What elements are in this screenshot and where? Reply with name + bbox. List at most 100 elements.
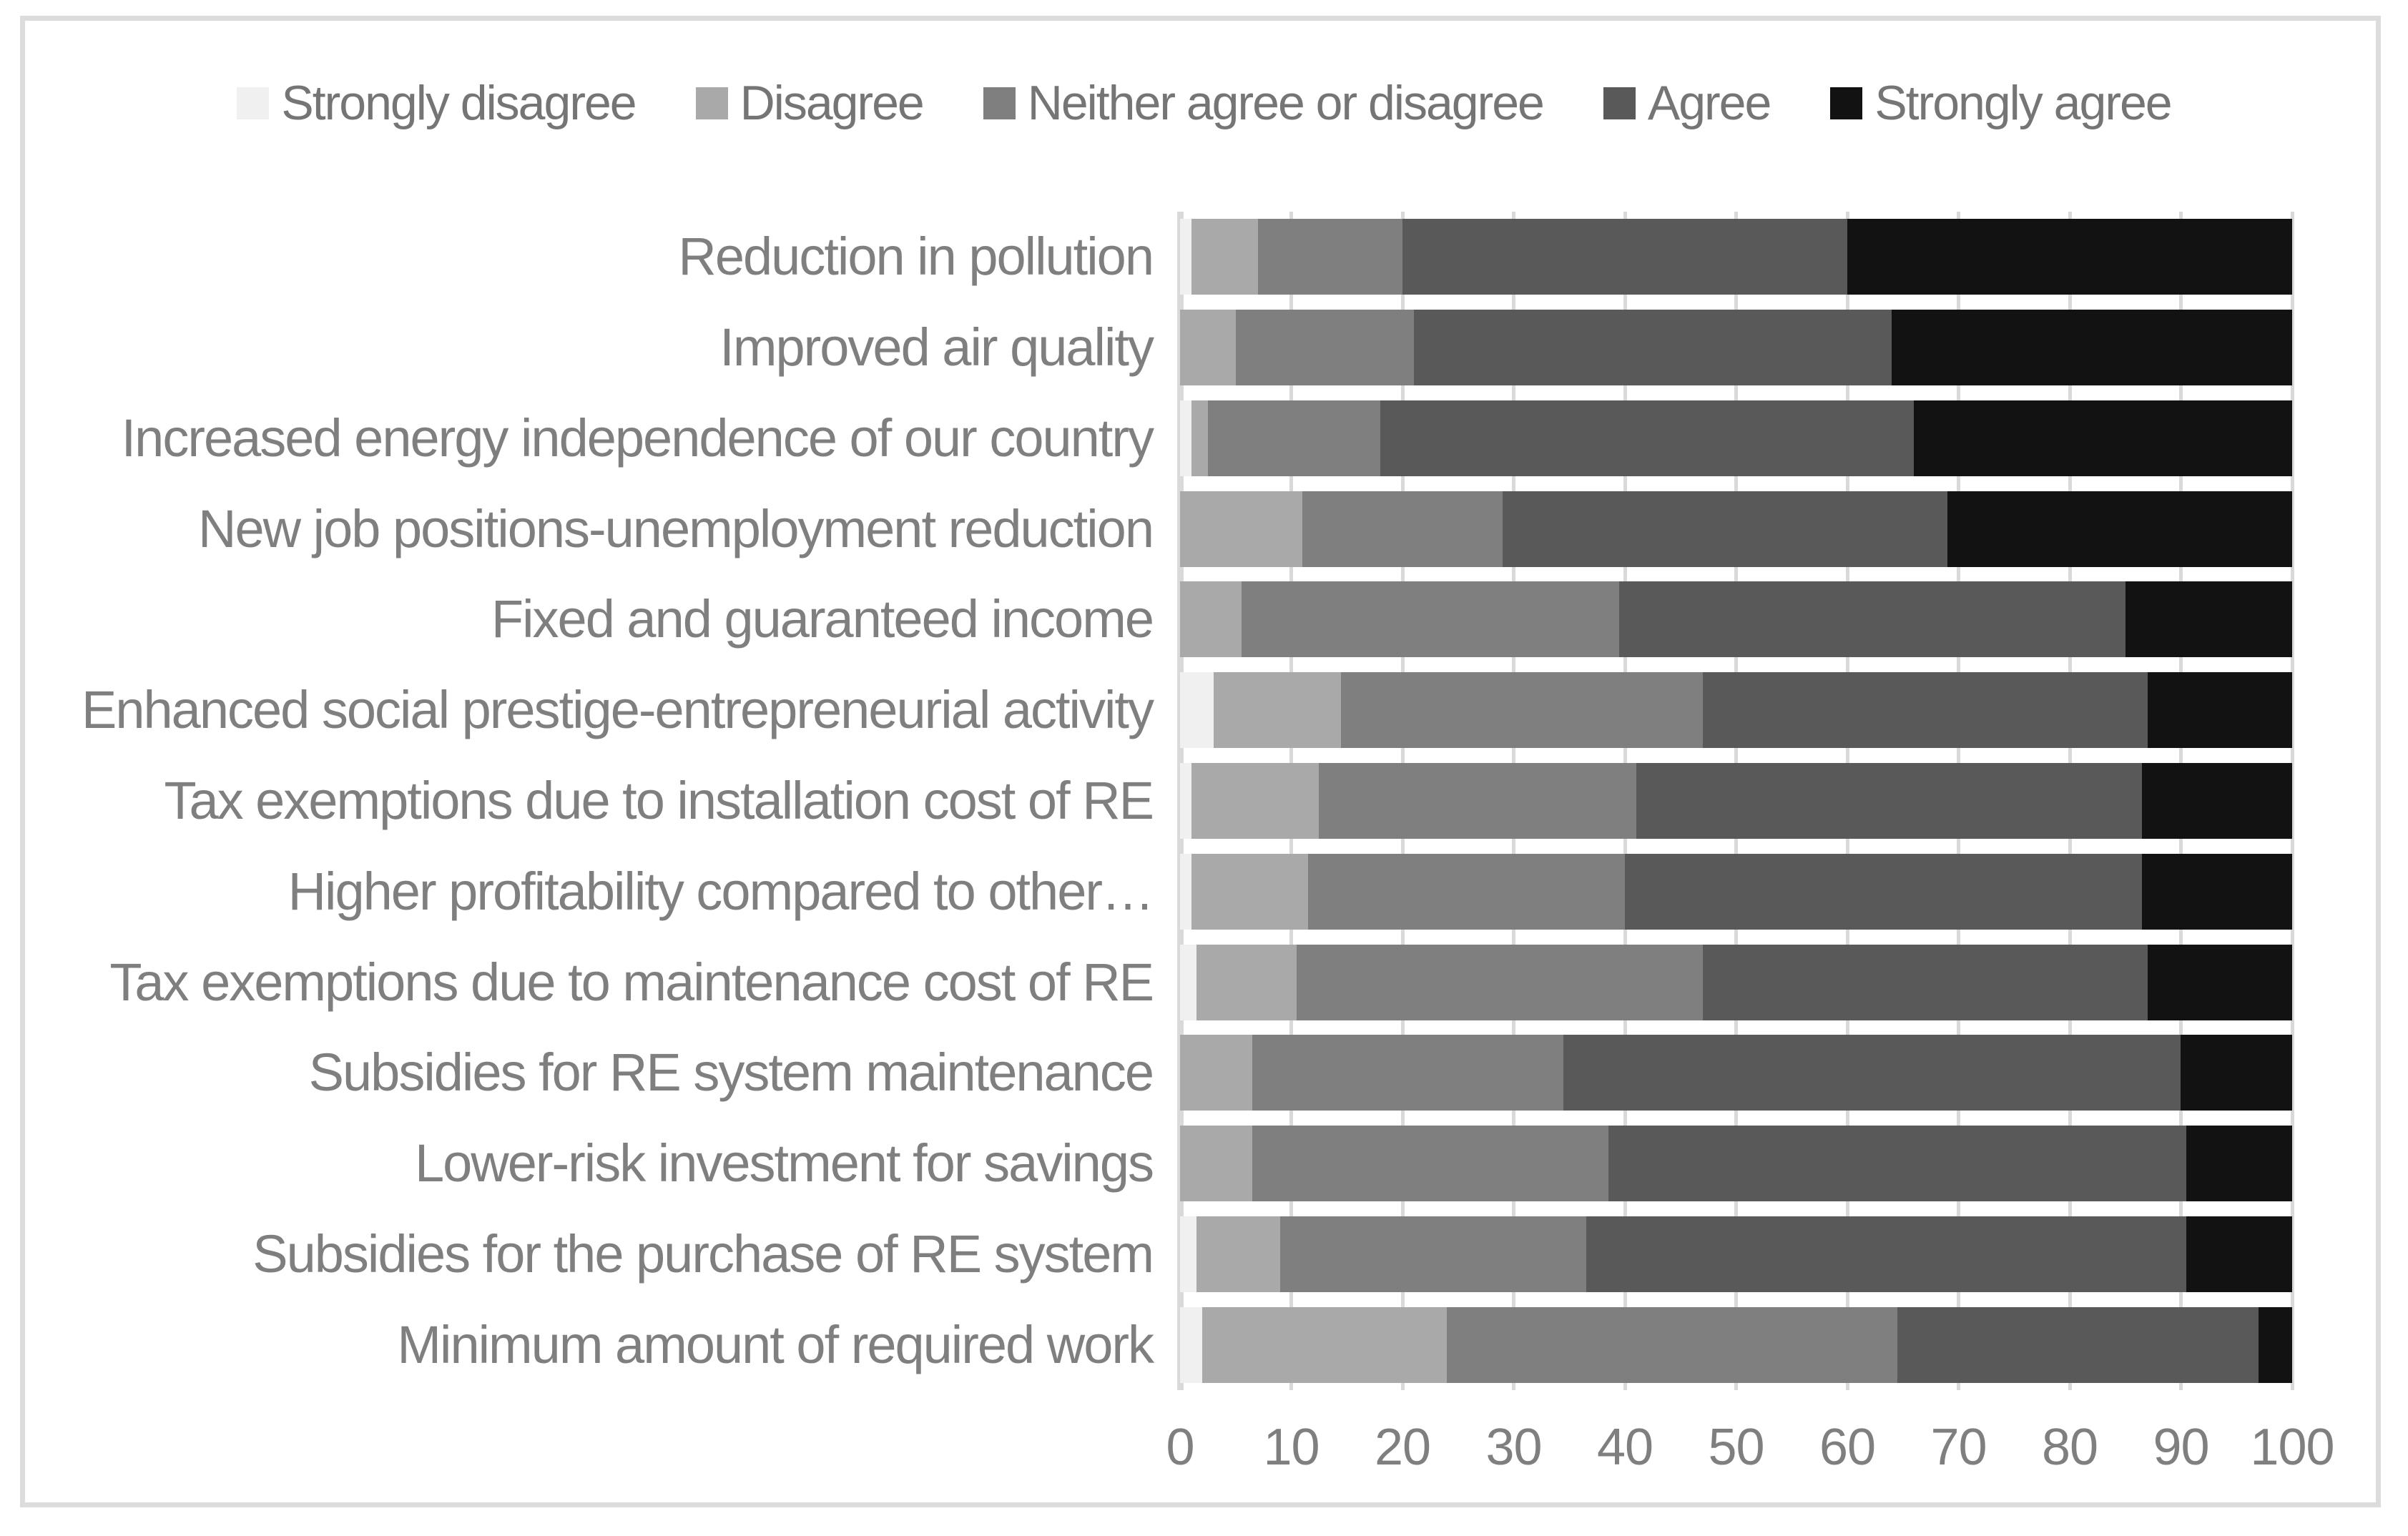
legend-item-4: Strongly agree <box>1830 75 2173 131</box>
bar-segment <box>1302 491 1503 567</box>
bar-segment <box>1702 672 2148 749</box>
category-label: Improved air quality <box>719 317 1154 378</box>
bar-segment <box>1447 1306 1897 1383</box>
legend-swatch-icon <box>237 87 270 119</box>
legend-item-1: Disagree <box>695 75 925 131</box>
bar-segment <box>1180 944 1197 1020</box>
category-label: Increased energy independence of our cou… <box>121 408 1154 468</box>
bar-segment <box>1563 1035 2181 1111</box>
category-label: Tax exemptions due to installation cost … <box>164 771 1154 830</box>
bar-row-8 <box>1180 944 2292 1020</box>
bar-segment <box>1196 1216 1280 1292</box>
x-tick-label-20: 20 <box>1374 1419 1431 1476</box>
bar-segment <box>1319 763 1636 839</box>
legend-label: Strongly disagree <box>281 76 637 130</box>
legend-swatch-icon <box>1830 87 1863 119</box>
x-tick-label-60: 60 <box>1819 1419 1876 1476</box>
bar-row-5 <box>1180 672 2292 749</box>
category-label: Minimum amount of required work <box>397 1314 1154 1374</box>
x-tick-label-40: 40 <box>1596 1419 1653 1476</box>
bar-segment <box>1191 219 1258 295</box>
bar-segment <box>2125 581 2292 658</box>
legend-label: Disagree <box>739 76 925 130</box>
bar-segment <box>1279 1216 1586 1292</box>
bar-segment <box>1297 944 1703 1020</box>
bar-segment <box>2186 1126 2292 1202</box>
bar-segment <box>1586 1216 2187 1292</box>
bar-segment <box>1180 1216 1197 1292</box>
bar-segment <box>1702 944 2148 1020</box>
bar-segment <box>1608 1126 2187 1202</box>
x-tick-label-30: 30 <box>1485 1419 1542 1476</box>
bar-row-7 <box>1180 853 2292 930</box>
bar-segment <box>1897 1306 2259 1383</box>
bar-row-11 <box>1180 1216 2292 1292</box>
bar-segment <box>2142 763 2292 839</box>
x-tick-label-70: 70 <box>1930 1419 1987 1476</box>
category-label: Reduction in pollution <box>678 227 1154 287</box>
bar-segment <box>1257 219 1402 295</box>
x-tick-label-0: 0 <box>1166 1419 1194 1476</box>
x-tick-label-10: 10 <box>1263 1419 1320 1476</box>
bar-segment <box>2147 944 2292 1020</box>
bar-segment <box>1947 491 2292 567</box>
legend-swatch-icon <box>695 87 728 119</box>
bar-segment <box>1914 400 2292 476</box>
category-label: Higher profitability compared to other… <box>288 861 1154 921</box>
bar-segment <box>1847 219 2292 295</box>
x-tick-label-100: 100 <box>2250 1419 2334 1476</box>
bar-row-6 <box>1180 763 2292 839</box>
bar-segment <box>1191 853 1308 930</box>
legend-swatch-icon <box>1603 87 1636 119</box>
bar-segment <box>1180 400 1191 476</box>
bar-segment <box>1180 1126 1253 1202</box>
bar-segment <box>1619 581 2126 658</box>
bar-row-4 <box>1180 581 2292 658</box>
bar-segment <box>1180 672 1214 749</box>
bar-segment <box>1307 853 1625 930</box>
bar-row-2 <box>1180 400 2292 476</box>
legend-item-2: Neither agree or disagree <box>983 75 1545 131</box>
bar-segment <box>1624 853 2143 930</box>
chart-legend: Strongly disagree Disagree Neither agree o… <box>29 69 2379 137</box>
bar-segment <box>1180 491 1303 567</box>
bar-segment <box>1380 400 1915 476</box>
legend-label: Strongly agree <box>1874 76 2172 130</box>
plot-area <box>1176 212 2294 1390</box>
x-tick-label-80: 80 <box>2041 1419 2098 1476</box>
gridline-100 <box>2290 212 2294 1390</box>
bar-segment <box>2142 853 2292 930</box>
bar-segment <box>1502 491 1947 567</box>
category-label: Subsidies for RE system maintenance <box>308 1043 1154 1103</box>
legend-label: Agree <box>1647 76 1771 130</box>
bar-segment <box>2186 1216 2292 1292</box>
bar-segment <box>1207 400 1380 476</box>
category-label: Fixed and guaranteed income <box>491 589 1154 649</box>
bar-segment <box>1402 219 1847 295</box>
bar-segment <box>1341 672 1703 749</box>
legend-label: Neither agree or disagree <box>1027 76 1545 130</box>
bar-segment <box>1252 1035 1564 1111</box>
bar-row-0 <box>1180 219 2292 295</box>
category-label: Tax exemptions due to maintenance cost o… <box>109 952 1154 1012</box>
bar-segment <box>1180 219 1191 295</box>
category-label: Lower-risk investment for savings <box>414 1133 1154 1193</box>
bar-segment <box>1892 310 2292 386</box>
bar-segment <box>1191 763 1320 839</box>
category-label: Subsidies for the purchase of RE system <box>252 1224 1154 1284</box>
bar-segment <box>1213 672 1342 749</box>
category-axis-labels: Reduction in pollution Improved air quali… <box>29 212 1154 1390</box>
bar-segment <box>1196 944 1297 1020</box>
bar-segment <box>1636 763 2143 839</box>
bar-row-9 <box>1180 1035 2292 1111</box>
bar-segment <box>1180 1306 1203 1383</box>
bar-segment <box>2147 672 2292 749</box>
bar-row-12 <box>1180 1306 2292 1383</box>
bar-row-1 <box>1180 310 2292 386</box>
legend-item-3: Agree <box>1603 75 1771 131</box>
bar-segment <box>1180 310 1236 386</box>
x-axis-tick-labels: 0 10 20 30 40 50 60 70 80 90 100 <box>0 1422 2408 1486</box>
legend-swatch-icon <box>983 87 1016 119</box>
bar-segment <box>2259 1306 2292 1383</box>
